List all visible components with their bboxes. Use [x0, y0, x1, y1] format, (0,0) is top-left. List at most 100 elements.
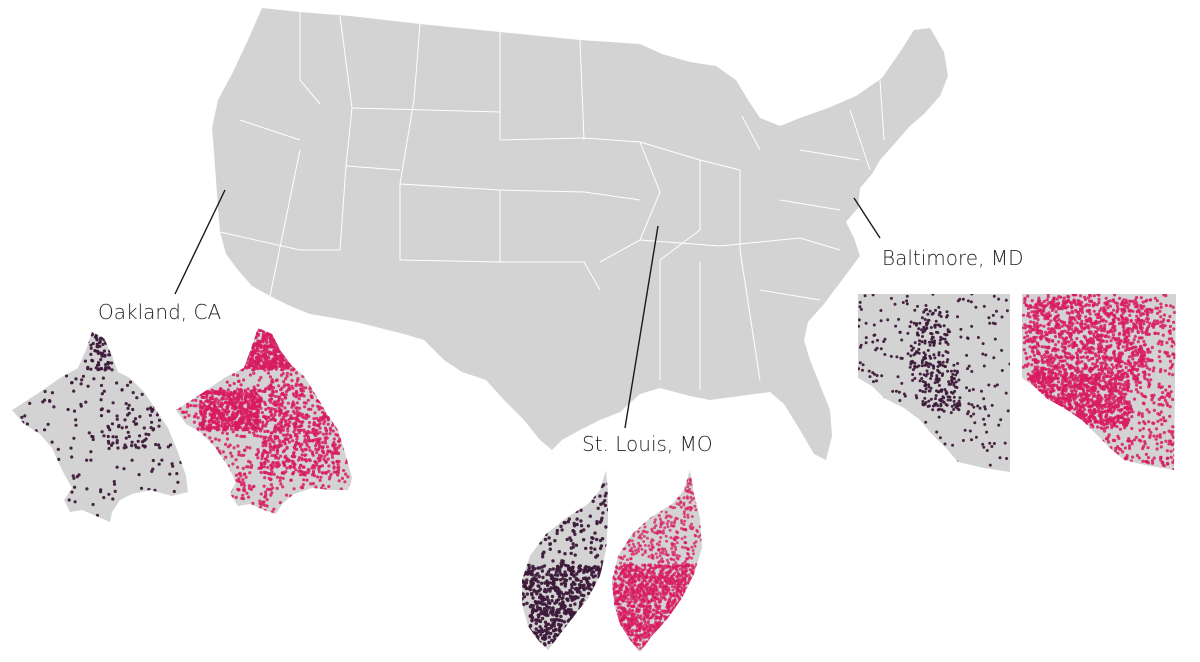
dot-marker — [290, 500, 294, 504]
dot-marker — [697, 632, 701, 636]
dot-marker — [659, 536, 663, 539]
dot-marker — [241, 466, 245, 470]
dot-marker — [527, 527, 531, 531]
dot-marker — [317, 370, 321, 374]
dot-marker — [292, 356, 297, 360]
dot-marker — [234, 458, 238, 462]
dot-marker — [668, 649, 672, 652]
dot-marker — [670, 617, 674, 621]
dot-marker — [658, 540, 662, 544]
dot-marker — [350, 370, 352, 374]
dot-marker — [280, 420, 284, 424]
dot-marker — [603, 494, 607, 498]
dot-marker — [614, 494, 618, 498]
dot-marker — [579, 619, 584, 623]
dot-marker — [276, 331, 280, 335]
dot-marker — [559, 614, 563, 619]
dot-marker — [297, 469, 301, 473]
dot-marker — [306, 508, 310, 512]
dot-marker — [272, 444, 276, 448]
dot-marker — [605, 640, 608, 644]
dot-marker — [248, 460, 252, 464]
dot-marker — [89, 346, 93, 350]
dot-marker — [110, 368, 114, 372]
dot-marker — [270, 362, 274, 366]
dot-marker — [314, 485, 318, 489]
dot-marker — [247, 331, 252, 335]
dot-marker — [297, 383, 302, 387]
dot-marker — [256, 333, 260, 337]
dot-marker — [601, 592, 605, 596]
dot-marker — [549, 586, 553, 590]
dot-marker — [663, 547, 667, 551]
dot-marker — [635, 648, 639, 652]
dot-marker — [333, 415, 337, 419]
dot-marker — [237, 409, 241, 413]
dot-marker — [572, 524, 577, 528]
dot-marker — [101, 376, 105, 380]
dot-marker — [177, 442, 181, 446]
state-border-line — [579, 39, 585, 141]
dot-marker — [95, 342, 99, 346]
dot-marker — [347, 361, 351, 365]
dot-marker — [546, 505, 550, 509]
dot-marker — [285, 328, 290, 333]
dot-marker — [522, 537, 525, 542]
dot-marker — [109, 339, 113, 343]
dot-marker — [347, 369, 351, 373]
dot-marker — [275, 486, 279, 490]
dot-marker — [99, 488, 103, 492]
dot-marker — [332, 404, 336, 408]
dot-marker — [219, 403, 223, 407]
dot-marker — [167, 333, 171, 337]
dot-marker — [265, 347, 269, 351]
dot-marker — [192, 344, 196, 348]
dot-marker — [549, 624, 554, 628]
dot-marker — [286, 388, 290, 392]
dot-marker — [291, 350, 295, 354]
dot-marker — [285, 323, 288, 326]
dot-marker — [184, 438, 188, 442]
dot-marker — [337, 465, 341, 469]
dot-marker — [342, 468, 346, 473]
dot-marker — [91, 502, 95, 507]
dot-marker — [204, 455, 208, 459]
dot-marker — [320, 353, 324, 357]
dot-marker — [530, 523, 534, 527]
dot-marker — [284, 420, 288, 424]
dot-marker — [42, 515, 46, 520]
state-border-line — [799, 149, 861, 161]
dot-marker — [243, 342, 247, 347]
dot-marker — [251, 353, 255, 357]
dot-marker — [560, 528, 564, 532]
dot-marker — [252, 371, 256, 375]
dot-marker — [299, 331, 303, 335]
dot-marker — [337, 348, 341, 352]
dot-marker — [553, 601, 557, 605]
dot-marker — [607, 573, 608, 578]
dot-marker — [219, 477, 223, 481]
dot-marker — [97, 363, 101, 367]
state-border-line — [759, 289, 821, 301]
dot-marker — [304, 470, 308, 474]
dot-marker — [173, 414, 176, 417]
dot-marker — [200, 405, 204, 409]
dot-marker — [708, 589, 711, 592]
dot-marker — [290, 405, 294, 409]
dot-marker — [205, 395, 209, 399]
dot-marker — [539, 601, 543, 605]
dot-marker — [140, 345, 145, 349]
dot-marker — [213, 473, 217, 477]
dot-marker — [227, 402, 231, 406]
dot-marker — [305, 441, 309, 445]
dot-marker — [621, 639, 625, 643]
dot-marker — [588, 613, 592, 618]
dot-marker — [262, 465, 267, 469]
dot-marker — [232, 400, 236, 404]
dot-marker — [300, 458, 304, 462]
dot-marker — [530, 619, 534, 623]
dot-marker — [239, 421, 243, 425]
dot-marker — [91, 359, 95, 363]
dot-marker — [278, 330, 282, 334]
dot-marker — [229, 483, 233, 487]
